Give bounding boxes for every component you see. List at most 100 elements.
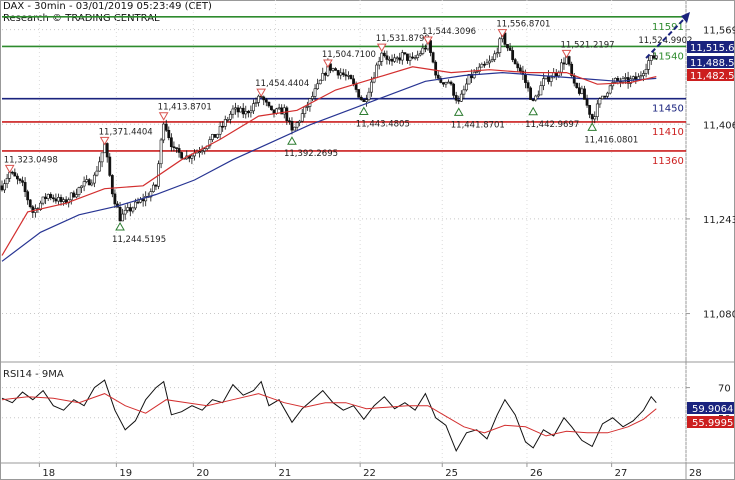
candle-body xyxy=(454,95,458,101)
candle-body xyxy=(280,107,284,115)
swing-high-label: 11,556.8701 xyxy=(496,20,550,30)
candle-body xyxy=(293,126,296,131)
candle-body xyxy=(110,175,114,195)
candle-body xyxy=(634,76,638,80)
swing-high-label: 11,544.3096 xyxy=(422,27,476,37)
candle-body xyxy=(208,139,212,147)
price-tag-label: 11,488.5 xyxy=(690,58,735,69)
time-tick-label: 28 xyxy=(689,468,702,479)
swing-low-label: 11,443.4805 xyxy=(356,119,410,129)
candle-body xyxy=(203,148,207,152)
candle-body xyxy=(595,103,599,117)
candle-body xyxy=(180,152,184,159)
candle-body xyxy=(364,99,368,102)
candle-body xyxy=(218,125,222,135)
swing-high-marker xyxy=(561,49,572,59)
rsi-value-tag xyxy=(687,402,734,414)
rsi-value-label: 55.9995 xyxy=(692,418,733,429)
candle-body xyxy=(285,107,289,122)
candle-body xyxy=(390,58,394,62)
candle-body xyxy=(80,185,83,188)
candle-body xyxy=(305,106,309,108)
candle-body xyxy=(529,87,533,100)
candle-body xyxy=(393,57,397,62)
candle-body xyxy=(113,193,117,205)
candle-body xyxy=(411,56,414,59)
candle-body xyxy=(72,192,76,198)
candle-body xyxy=(249,110,253,114)
candle-body xyxy=(377,61,381,66)
candle-body xyxy=(54,198,58,202)
candle-body xyxy=(465,83,468,91)
time-tick-label: 19 xyxy=(119,468,132,479)
candle-body xyxy=(167,130,171,139)
candle-body xyxy=(123,209,127,215)
candle-body xyxy=(323,72,327,76)
candle-body xyxy=(334,68,337,71)
candle-body xyxy=(534,95,538,101)
candle-body xyxy=(75,194,78,198)
candle-body xyxy=(234,107,237,110)
candle-body xyxy=(85,179,89,183)
candle-body xyxy=(226,118,230,121)
candle-body xyxy=(300,113,304,122)
candle-body xyxy=(608,85,612,94)
candle-body xyxy=(198,151,201,154)
rsi-value-label: 59.9064 xyxy=(692,404,733,415)
candle-body xyxy=(506,44,509,49)
candle-body xyxy=(23,182,27,193)
candle-body xyxy=(536,94,540,97)
last-price-label: 11,524.9902 xyxy=(638,36,692,46)
candle-body xyxy=(524,74,527,83)
swing-low-label: 11,392.2695 xyxy=(284,149,338,159)
rsi-tick-label: 70 xyxy=(718,384,731,395)
candle-body xyxy=(441,82,445,85)
candle-body xyxy=(549,77,553,82)
candle-body xyxy=(41,196,45,204)
candle-body xyxy=(267,101,271,107)
moving-average-blue xyxy=(1,71,657,262)
candle-body xyxy=(3,183,6,191)
candle-body xyxy=(154,184,158,187)
candle-body xyxy=(46,194,50,199)
candle-body xyxy=(508,47,512,51)
swing-low-label: 11,244.5195 xyxy=(112,235,166,245)
candle-body xyxy=(172,146,176,149)
swing-low-label: 11,441.8701 xyxy=(451,120,505,130)
candle-body xyxy=(282,107,286,115)
candle-body xyxy=(151,184,155,192)
level-label: 11360 xyxy=(652,156,684,167)
candle-body xyxy=(593,116,597,120)
candle-body xyxy=(652,55,656,59)
candle-body xyxy=(370,81,373,93)
candle-body xyxy=(577,87,581,94)
candle-body xyxy=(303,106,307,114)
candle-body xyxy=(175,147,178,149)
candle-body xyxy=(254,102,258,105)
price-tag xyxy=(687,41,734,53)
candle-body xyxy=(542,78,545,86)
candle-body xyxy=(69,192,73,201)
candle-body xyxy=(295,122,299,128)
candle-body xyxy=(347,75,350,77)
candle-body xyxy=(444,81,448,85)
price-tick-label: 11,406 xyxy=(703,120,735,131)
candle-body xyxy=(495,52,499,55)
candle-body xyxy=(562,62,566,65)
swing-high-label: 11,531.8799 xyxy=(376,34,430,44)
swing-low-label: 11,416.0801 xyxy=(584,135,638,145)
candle-body xyxy=(164,123,168,131)
candle-body xyxy=(439,77,443,83)
candle-body xyxy=(395,57,399,60)
level-label: 11450 xyxy=(652,104,684,115)
candle-body xyxy=(162,123,166,141)
swing-high-label: 11,371.4404 xyxy=(99,127,153,137)
candle-body xyxy=(406,53,409,61)
candle-body xyxy=(290,121,294,131)
candle-body xyxy=(246,110,250,114)
candle-body xyxy=(434,61,438,76)
price-tick-label: 11,569 xyxy=(703,26,735,37)
candle-body xyxy=(580,88,584,94)
swing-low-marker xyxy=(115,222,125,231)
candle-body xyxy=(311,96,314,99)
